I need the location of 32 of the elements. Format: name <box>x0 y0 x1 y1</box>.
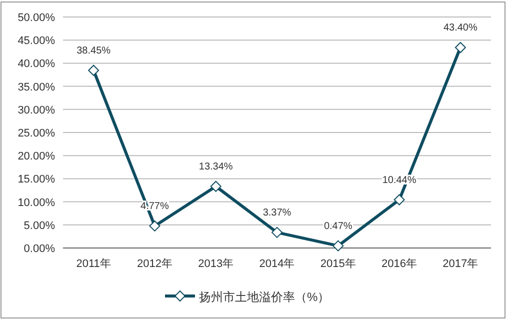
y-tick-label: 0.00% <box>24 243 56 255</box>
point <box>149 220 160 232</box>
data-label: 3.37% <box>262 207 292 218</box>
y-tick-label: 40.00% <box>18 58 56 70</box>
point <box>88 64 100 76</box>
x-tick-label: 2013年 <box>198 258 234 270</box>
point <box>454 42 466 53</box>
y-tick-label: 30.00% <box>18 104 56 116</box>
x-tick-label: 2014年 <box>259 258 295 270</box>
y-tick-label: 50.00% <box>18 12 56 24</box>
y-tick-label: 15.00% <box>18 174 56 186</box>
y-tick-label: 45.00% <box>18 35 56 48</box>
x-tick-label: 2017年 <box>442 258 478 270</box>
x-tick-label: 2011年 <box>76 258 111 270</box>
y-tick-label: 5.00% <box>24 220 56 232</box>
y-tick-label: 20.00% <box>18 150 56 163</box>
point <box>394 194 405 206</box>
x-tick-label: 2012年 <box>136 258 172 270</box>
data-label: 0.47% <box>324 220 352 232</box>
y-tick-label: 25.00% <box>18 128 56 140</box>
data-label: 38.45% <box>76 45 111 56</box>
legend-label: 扬州市土地溢价率（%） <box>199 290 330 304</box>
data-label: 43.40% <box>443 22 478 34</box>
x-tick-label: 2016年 <box>382 258 418 270</box>
y-tick-label: 35.00% <box>18 81 56 94</box>
data-label: 13.34% <box>198 161 233 172</box>
point <box>272 226 282 238</box>
y-tick-label: 10.00% <box>18 196 56 209</box>
point <box>332 240 344 252</box>
legend: 扬州市土地溢价率（%） <box>165 290 330 304</box>
x-tick-label: 2015年 <box>320 258 356 270</box>
point <box>210 180 222 192</box>
